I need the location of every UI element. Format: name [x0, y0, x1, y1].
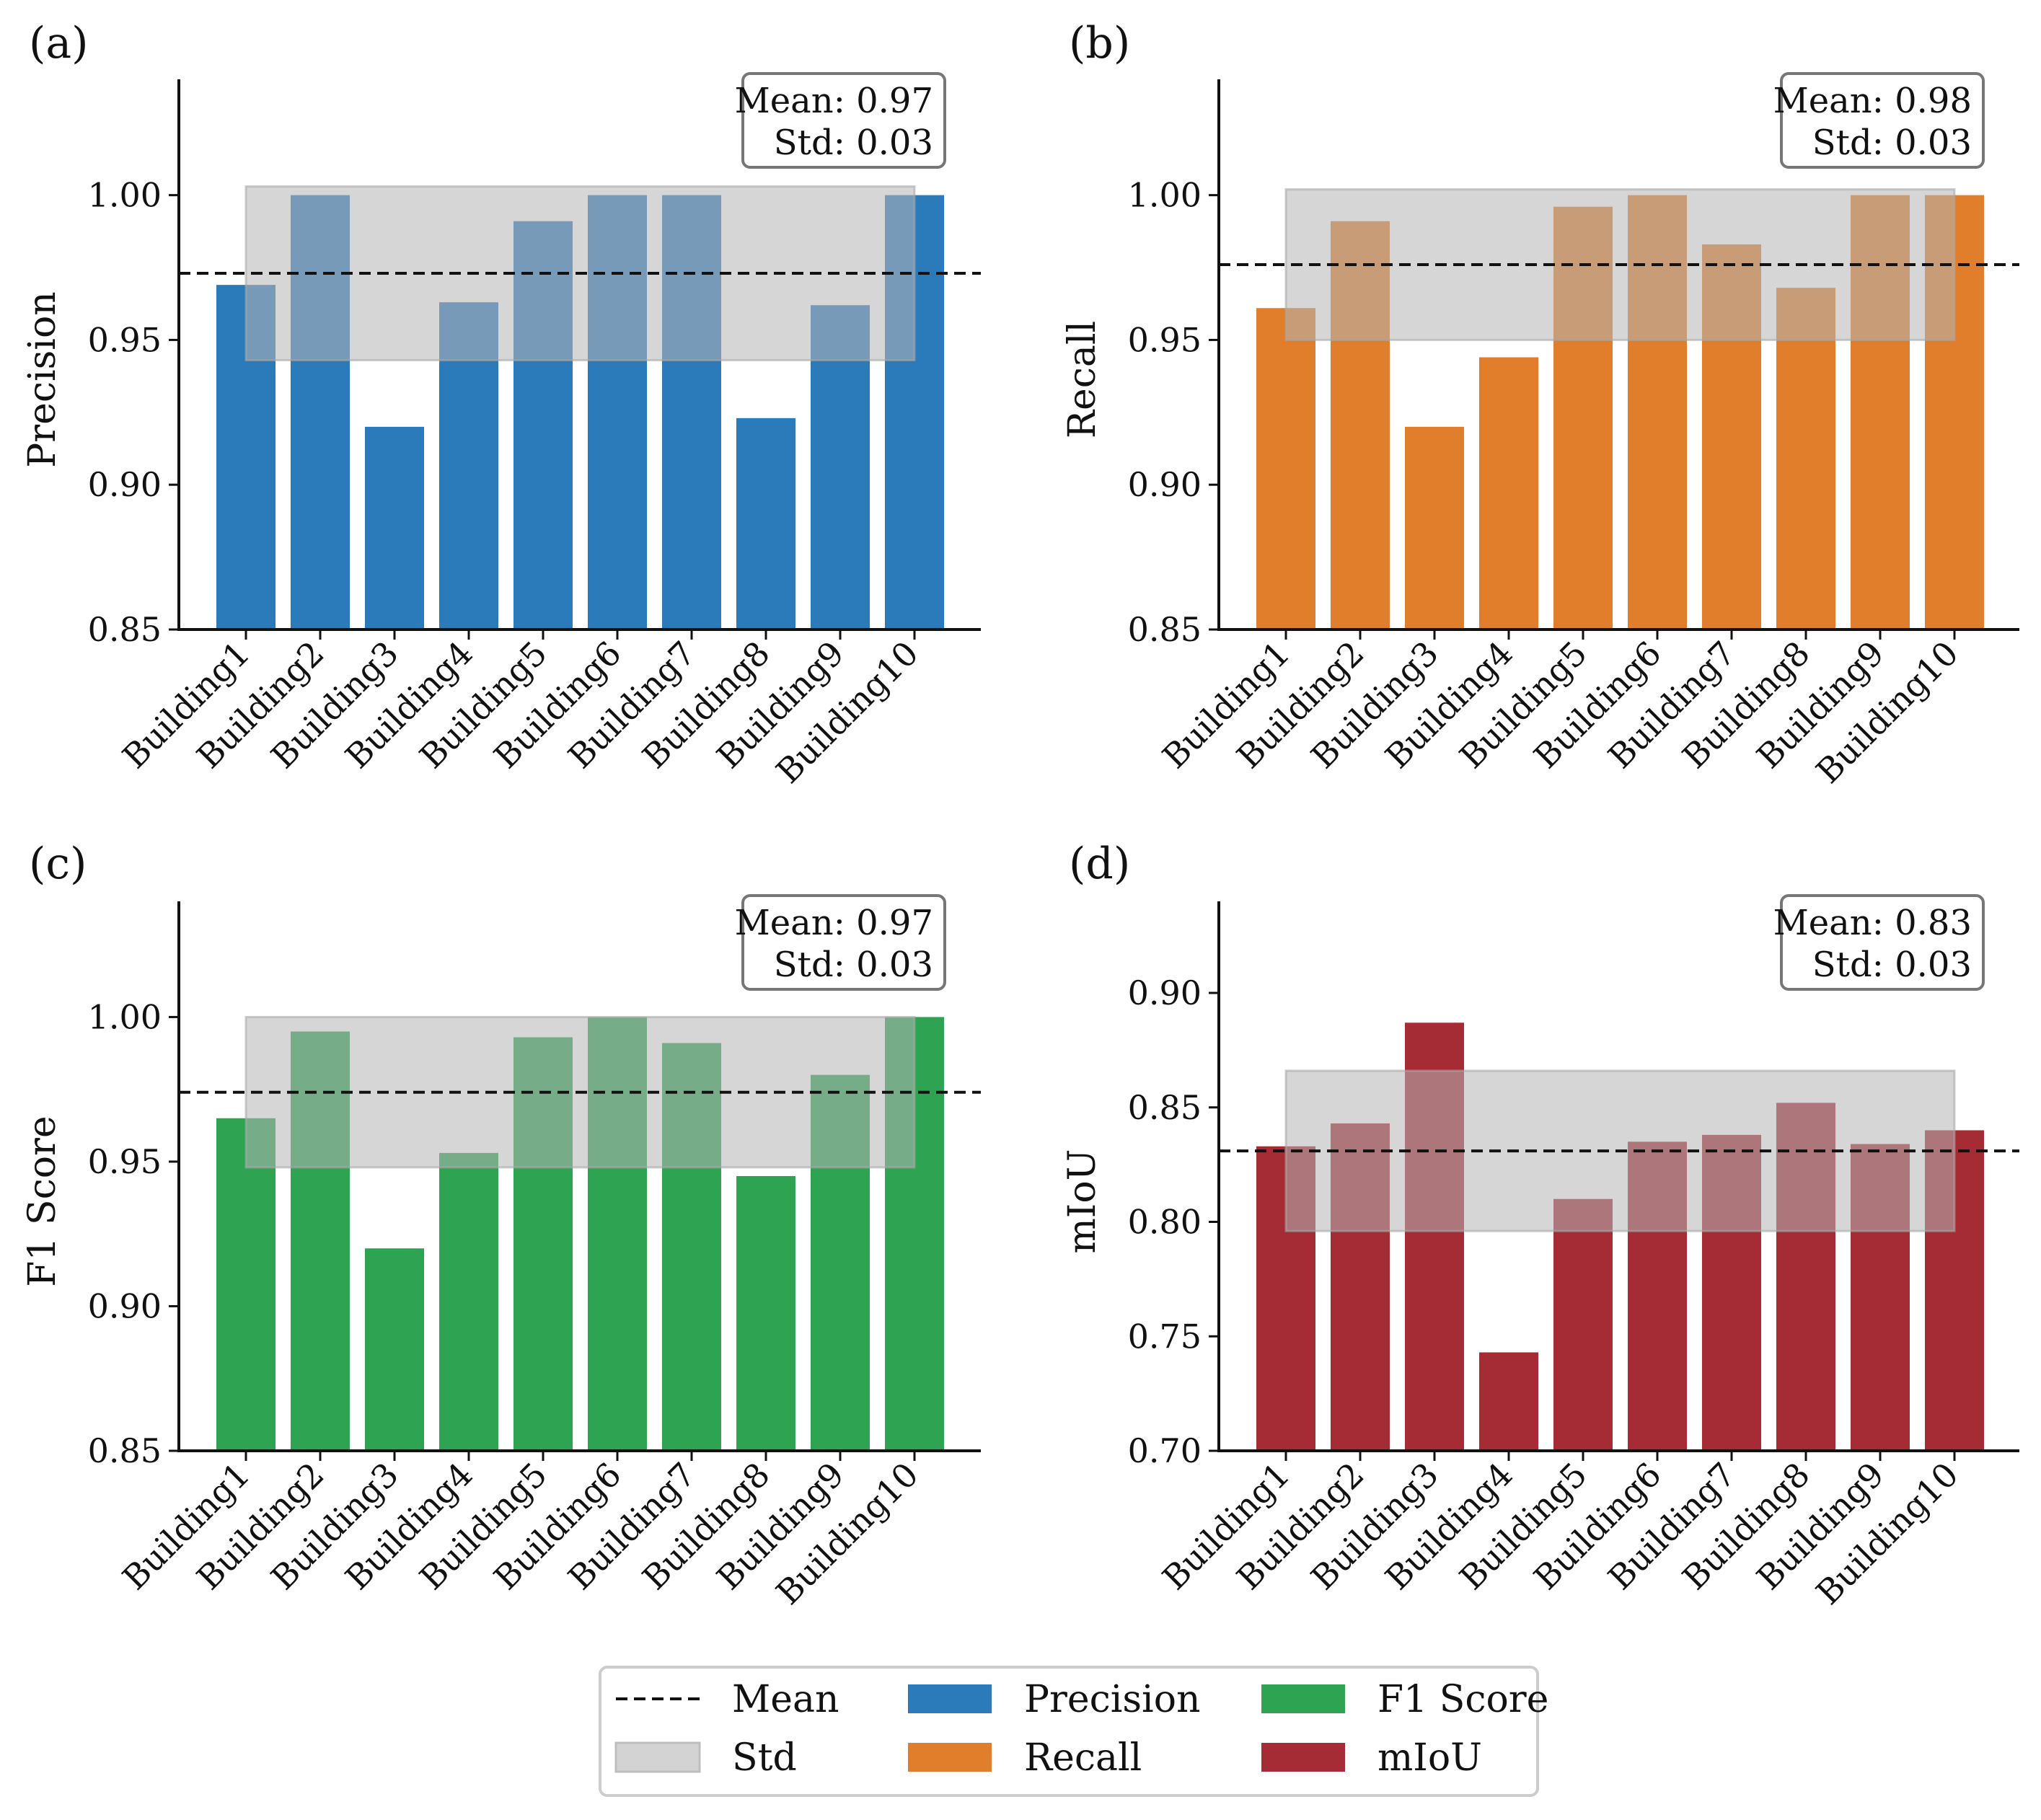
y-tick-label: 0.80	[1128, 1203, 1202, 1242]
bar	[216, 1118, 275, 1451]
y-axis-label: F1 Score	[21, 1116, 64, 1286]
legend-label: Std	[732, 1736, 797, 1780]
chart-panel-4: (d)0.700.750.800.850.90Building1Building…	[1061, 839, 2019, 1612]
stats-std: Std: 0.03	[774, 945, 933, 985]
legend: Mean Precision F1 Score Std Recall mIoU	[599, 1666, 1548, 1797]
stats-std: Std: 0.03	[1812, 945, 1972, 985]
y-tick-label: 1.00	[1128, 176, 1202, 215]
panel-label: (a)	[29, 18, 89, 69]
stats-mean: Mean: 0.83	[1773, 903, 1972, 943]
bar	[1479, 1352, 1538, 1451]
legend-label: Recall	[1024, 1736, 1142, 1780]
bar	[1405, 426, 1464, 630]
y-tick-label: 0.85	[88, 1431, 162, 1470]
stats-box	[1780, 72, 1985, 169]
bar	[1479, 357, 1538, 630]
stats-box	[1780, 894, 1985, 991]
bar	[365, 1248, 424, 1451]
stats-std: Std: 0.03	[774, 123, 933, 163]
legend-label: Precision	[1024, 1678, 1201, 1721]
stats-mean: Mean: 0.97	[735, 81, 933, 121]
y-axis-label: mIoU	[1061, 1149, 1104, 1254]
y-tick-label: 1.00	[88, 176, 162, 215]
stats-box	[741, 894, 946, 991]
stats-mean: Mean: 0.97	[735, 903, 933, 943]
y-tick-label: 0.95	[88, 1142, 162, 1181]
legend-swatch	[908, 1684, 992, 1713]
panel-label: (d)	[1069, 839, 1130, 889]
bar	[1553, 1198, 1613, 1451]
y-tick-label: 0.90	[88, 1286, 162, 1325]
chart-panel-1: (a)0.850.900.951.00Building1Building2Bui…	[21, 18, 981, 791]
stats-mean: Mean: 0.98	[1773, 81, 1972, 121]
panel-label: (b)	[1069, 18, 1130, 69]
y-tick-label: 0.90	[1128, 973, 1202, 1012]
legend-swatch	[614, 1741, 701, 1773]
chart-panel-3: (c)0.850.900.951.00Building1Building2Bui…	[21, 839, 981, 1612]
bar	[1256, 308, 1315, 630]
legend-label: mIoU	[1377, 1736, 1482, 1780]
y-tick-label: 0.70	[1128, 1431, 1202, 1470]
legend-label: F1 Score	[1377, 1678, 1548, 1721]
stats-box	[741, 72, 946, 169]
y-tick-label: 0.95	[88, 320, 162, 359]
panel-label: (c)	[29, 839, 87, 889]
bar	[736, 1176, 795, 1451]
legend-swatch	[908, 1743, 992, 1772]
legend-swatch	[1261, 1743, 1345, 1772]
bar	[1776, 288, 1835, 630]
legend-swatch	[1261, 1684, 1345, 1713]
y-tick-label: 0.85	[88, 610, 162, 649]
y-tick-label: 1.00	[88, 997, 162, 1036]
y-tick-label: 0.75	[1128, 1317, 1202, 1356]
y-tick-label: 0.90	[1128, 465, 1202, 504]
stats-std: Std: 0.03	[1812, 123, 1972, 163]
y-tick-label: 0.95	[1128, 320, 1202, 359]
y-axis-label: Recall	[1061, 321, 1104, 438]
bar	[439, 1152, 498, 1451]
y-tick-label: 0.85	[1128, 610, 1202, 649]
bar	[365, 426, 424, 630]
chart-panel-2: (b)0.850.900.951.00Building1Building2Bui…	[1061, 18, 2019, 791]
y-tick-label: 0.85	[1128, 1088, 1202, 1127]
y-tick-label: 0.90	[88, 465, 162, 504]
bar	[736, 418, 795, 630]
y-axis-label: Precision	[21, 291, 64, 468]
legend-label: Mean	[732, 1678, 839, 1721]
